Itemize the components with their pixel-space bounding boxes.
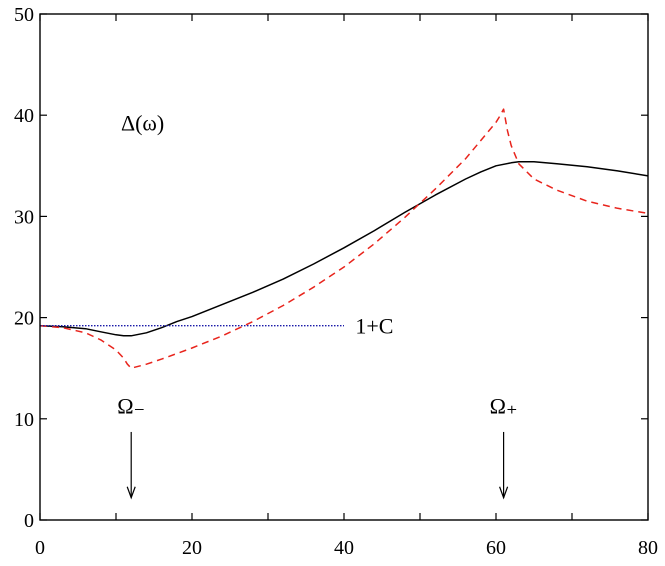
y-tick-label: 10	[14, 409, 34, 431]
annotation-label: Ω₋	[117, 394, 145, 419]
x-tick-labels: 0 20 40 60 80	[35, 537, 658, 559]
series-line-0	[39, 161, 649, 337]
axis-ticks	[39, 13, 649, 521]
x-tick-label: 60	[486, 537, 506, 559]
annotations: Δ(ω) 1+C Ω₋ Ω₊	[117, 110, 518, 500]
y-tick-label: 30	[14, 206, 34, 228]
arrow-head	[126, 486, 136, 500]
x-tick-label: 20	[182, 537, 202, 559]
annotation-label: 1+C	[355, 314, 393, 339]
y-tick-labels: 0 10 20 30 40 50	[14, 4, 34, 532]
annotation-label: Ω₊	[490, 394, 518, 419]
series-line-1	[39, 108, 649, 369]
y-tick-label: 50	[14, 4, 34, 26]
plot-content	[39, 108, 649, 369]
x-tick-label: 0	[35, 537, 45, 559]
y-tick-label: 0	[24, 510, 34, 532]
y-tick-label: 20	[14, 308, 34, 330]
annotation-label: Δ(ω)	[121, 110, 164, 135]
y-tick-label: 40	[14, 105, 34, 127]
x-tick-label: 40	[334, 537, 354, 559]
x-tick-label: 80	[638, 537, 658, 559]
arrow-head	[499, 486, 509, 500]
